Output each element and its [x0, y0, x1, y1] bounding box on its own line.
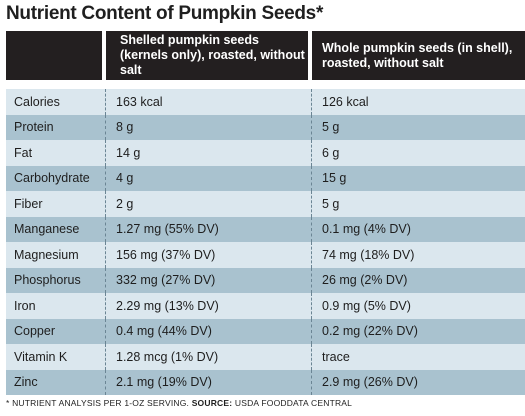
cell-shelled-value: 2.29 mg (13% DV) — [106, 293, 312, 319]
footnote: * NUTRIENT ANALYSIS PER 1-OZ SERVING. SO… — [6, 398, 352, 408]
cell-shelled-value: 1.28 mcg (1% DV) — [106, 344, 312, 370]
cell-nutrient: Protein — [6, 114, 106, 140]
table-header-row: Shelled pumpkin seeds (kernels only), ro… — [6, 31, 525, 80]
page-title: Nutrient Content of Pumpkin Seeds* — [6, 3, 324, 24]
table-row: Calories 163 kcal 126 kcal — [6, 89, 525, 115]
cell-shelled-value: 163 kcal — [106, 89, 312, 115]
cell-nutrient: Vitamin K — [6, 344, 106, 370]
header-cell-whole: Whole pumpkin seeds (in shell), roasted,… — [312, 31, 525, 80]
table-row: Manganese 1.27 mg (55% DV) 0.1 mg (4% DV) — [6, 216, 525, 242]
table-row: Fat 14 g 6 g — [6, 140, 525, 166]
cell-whole-value: 0.9 mg (5% DV) — [322, 298, 411, 313]
cell-nutrient: Zinc — [6, 369, 106, 395]
cell-whole-value: 0.2 mg (22% DV) — [322, 324, 418, 339]
table-row: Fiber 2 g 5 g — [6, 191, 525, 217]
table-body: Calories 163 kcal 126 kcal Protein 8 g 5 g Fat… — [6, 89, 525, 395]
table-row: Vitamin K 1.28 mcg (1% DV) trace — [6, 344, 525, 370]
table-row: Magnesium 156 mg (37% DV) 74 mg (18% DV) — [6, 242, 525, 268]
cell-nutrient: Magnesium — [6, 242, 106, 268]
cell-nutrient: Fiber — [6, 191, 106, 217]
header-cell-shelled: Shelled pumpkin seeds (kernels only), ro… — [106, 31, 308, 80]
table-row: Carbohydrate 4 g 15 g — [6, 165, 525, 191]
table-row: Protein 8 g 5 g — [6, 114, 525, 140]
footnote-source-value: USDA FOODDATA CENTRAL — [234, 398, 353, 408]
cell-whole-value: 6 g — [322, 145, 340, 160]
cell-shelled-value: 1.27 mg (55% DV) — [106, 216, 312, 242]
table-row: Phosphorus 332 mg (27% DV) 26 mg (2% DV) — [6, 267, 525, 293]
cell-shelled-value: 4 g — [106, 165, 312, 191]
cell-whole-value: 126 kcal — [322, 94, 369, 109]
header-cell-nutrient — [6, 31, 102, 80]
cell-nutrient: Copper — [6, 318, 106, 344]
cell-shelled-value: 8 g — [106, 114, 312, 140]
cell-whole-value: 26 mg (2% DV) — [322, 273, 408, 288]
table-row: Zinc 2.1 mg (19% DV) 2.9 mg (26% DV) — [6, 369, 525, 395]
cell-whole-value: 15 g — [322, 171, 347, 186]
cell-shelled-value: 0.4 mg (44% DV) — [106, 318, 312, 344]
table-row: Iron 2.29 mg (13% DV) 0.9 mg (5% DV) — [6, 293, 525, 319]
cell-shelled-value: 156 mg (37% DV) — [106, 242, 312, 268]
footnote-source-label: SOURCE: — [191, 398, 233, 408]
footnote-note: * NUTRIENT ANALYSIS PER 1-OZ SERVING. — [6, 398, 190, 408]
cell-shelled-value: 14 g — [106, 140, 312, 166]
cell-whole-value: 0.1 mg (4% DV) — [322, 222, 411, 237]
cell-shelled-value: 2.1 mg (19% DV) — [106, 369, 312, 395]
header-spacer — [6, 80, 525, 89]
cell-shelled-value: 332 mg (27% DV) — [106, 267, 312, 293]
cell-nutrient: Iron — [6, 293, 106, 319]
table-row: Copper 0.4 mg (44% DV) 0.2 mg (22% DV) — [6, 318, 525, 344]
cell-whole-value: trace — [322, 349, 350, 364]
nutrient-table: Shelled pumpkin seeds (kernels only), ro… — [6, 31, 525, 395]
cell-nutrient: Calories — [6, 89, 106, 115]
cell-whole-value: 2.9 mg (26% DV) — [322, 375, 418, 390]
cell-nutrient: Manganese — [6, 216, 106, 242]
cell-nutrient: Fat — [6, 140, 106, 166]
cell-whole-value: 5 g — [322, 196, 340, 211]
cell-nutrient: Carbohydrate — [6, 165, 106, 191]
cell-whole-value: 5 g — [322, 120, 340, 135]
cell-nutrient: Phosphorus — [6, 267, 106, 293]
cell-shelled-value: 2 g — [106, 191, 312, 217]
cell-whole-value: 74 mg (18% DV) — [322, 247, 415, 262]
